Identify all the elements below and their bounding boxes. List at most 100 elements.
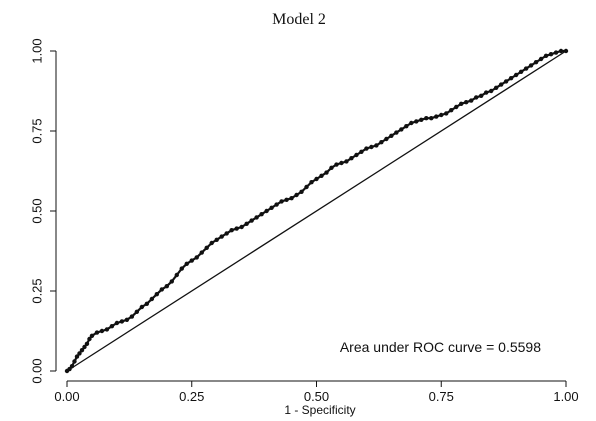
roc-point (503, 79, 509, 84)
roc-point (314, 176, 319, 182)
roc-point (299, 189, 304, 194)
roc-point (553, 50, 559, 55)
roc-point (154, 292, 160, 297)
roc-point (339, 160, 344, 166)
x-tick-label: 0.75 (429, 389, 454, 404)
roc-point (109, 324, 115, 329)
roc-point (354, 152, 359, 158)
roc-point (543, 53, 549, 58)
roc-point (87, 336, 92, 342)
y-ticks: 0.00 0.25 0.50 0.75 1.00 (29, 38, 56, 384)
roc-point (409, 120, 414, 126)
x-tick-label: 0.00 (54, 389, 79, 404)
roc-point (538, 56, 544, 62)
roc-point (464, 100, 469, 105)
roc-point (219, 234, 224, 239)
roc-point (294, 192, 299, 198)
roc-point (264, 208, 269, 214)
roc-point (84, 341, 90, 346)
roc-point (324, 170, 329, 175)
roc-point (488, 88, 494, 94)
roc-point (493, 85, 499, 91)
roc-point (174, 272, 179, 278)
roc-point (249, 218, 254, 223)
roc-point (399, 127, 404, 132)
roc-point (374, 143, 379, 148)
x-tick-label: 0.25 (179, 389, 204, 404)
roc-point (389, 133, 394, 138)
roc-point (459, 101, 464, 107)
roc-point (209, 240, 214, 246)
roc-point (204, 245, 209, 250)
roc-point (72, 359, 77, 364)
roc-point (563, 48, 569, 54)
roc-point (523, 66, 529, 71)
roc-point (189, 258, 194, 263)
roc-point (404, 124, 409, 129)
roc-point (558, 48, 564, 54)
roc-point (74, 354, 80, 359)
roc-point (114, 320, 120, 326)
roc-curve (66, 49, 566, 372)
roc-point (199, 250, 204, 255)
area-under-roc-annotation: Area under ROC curve = 0.5598 (340, 339, 541, 355)
roc-point (548, 52, 554, 57)
roc-point (478, 93, 484, 99)
roc-point (99, 328, 105, 334)
roc-point (414, 119, 419, 124)
roc-point (279, 199, 284, 204)
roc-point (379, 140, 384, 145)
roc-point (164, 284, 169, 289)
roc-point (289, 196, 294, 201)
x-ticks: 0.00 0.25 0.50 0.75 1.00 (54, 381, 579, 404)
roc-point (77, 351, 82, 356)
roc-point (239, 224, 244, 230)
roc-point (269, 205, 274, 210)
x-tick-label: 1.00 (553, 389, 578, 404)
reference-line (66, 50, 567, 372)
roc-point (259, 212, 264, 217)
roc-point (344, 159, 349, 164)
roc-point (424, 116, 429, 121)
roc-point (129, 314, 135, 319)
roc-point (149, 296, 155, 302)
roc-point (104, 327, 110, 332)
roc-point (419, 117, 424, 123)
roc-point (508, 76, 514, 81)
y-tick-label: 1.00 (29, 38, 44, 63)
plot-area (64, 48, 569, 374)
roc-point (119, 319, 125, 324)
roc-point (214, 237, 219, 242)
roc-point (434, 114, 439, 119)
y-tick-label: 0.00 (29, 358, 44, 383)
roc-point (359, 149, 364, 154)
roc-point (67, 366, 72, 372)
roc-point (139, 304, 145, 310)
roc-point (94, 330, 100, 335)
roc-point (334, 162, 339, 167)
roc-point (319, 173, 324, 178)
roc-point (184, 261, 189, 266)
roc-point (513, 72, 519, 78)
roc-point (244, 221, 249, 226)
roc-point (364, 146, 369, 151)
roc-point (473, 95, 479, 100)
roc-point (304, 184, 309, 190)
y-tick-label: 0.25 (29, 278, 44, 303)
x-tick-label: 0.50 (304, 389, 329, 404)
roc-point (309, 180, 314, 185)
roc-point (169, 279, 174, 284)
roc-point (533, 60, 539, 65)
roc-point (369, 144, 374, 150)
y-tick-label: 0.75 (29, 118, 44, 143)
roc-point (274, 202, 279, 207)
roc-point (429, 116, 434, 121)
roc-point (124, 317, 130, 322)
roc-point (69, 364, 75, 369)
roc-point (224, 231, 229, 236)
roc-point (444, 111, 449, 116)
roc-point (394, 130, 399, 135)
chart-title: Model 2 (272, 11, 326, 28)
